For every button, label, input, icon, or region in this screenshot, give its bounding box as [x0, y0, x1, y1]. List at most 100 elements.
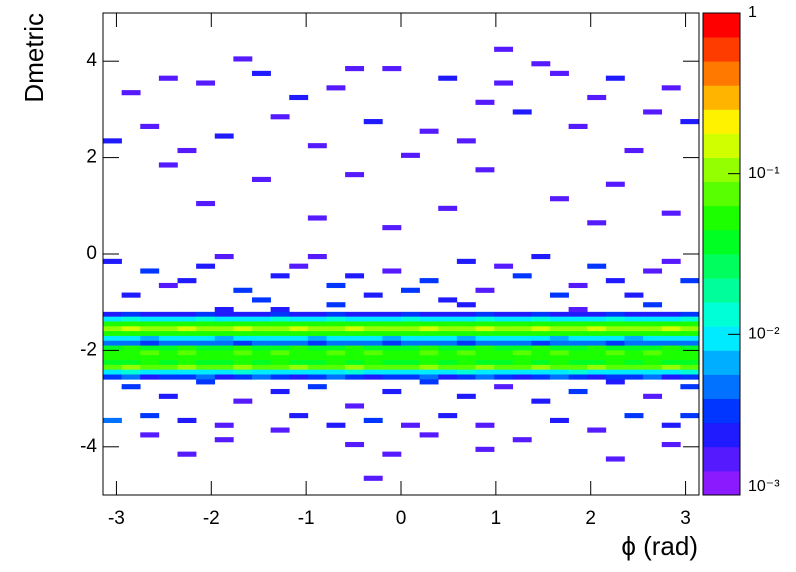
- cell: [103, 355, 122, 361]
- cell: [587, 326, 607, 332]
- cell: [643, 345, 663, 351]
- cell: [363, 350, 383, 356]
- x-tick-label: -3: [108, 508, 125, 529]
- cell: [475, 311, 495, 317]
- cell: [214, 321, 234, 327]
- cell: [401, 364, 420, 370]
- cell: [233, 350, 253, 356]
- cell: [289, 364, 309, 370]
- cell: [382, 374, 402, 380]
- cell: [307, 321, 327, 327]
- cell: [158, 282, 178, 289]
- cell: [550, 326, 569, 332]
- cell: [494, 46, 514, 52]
- cell: [214, 422, 234, 428]
- cell: [456, 364, 476, 370]
- cell: [494, 355, 514, 361]
- cell: [475, 350, 495, 356]
- cell: [438, 364, 458, 370]
- cell: [494, 340, 514, 346]
- color-bar-step: [703, 133, 740, 158]
- x-tick-label: 1: [491, 508, 502, 529]
- cell: [401, 335, 420, 342]
- cell: [643, 355, 663, 361]
- cell: [680, 384, 700, 390]
- color-bar-step: [703, 205, 740, 231]
- cell: [270, 369, 290, 375]
- cell: [121, 350, 141, 356]
- cell: [103, 331, 122, 337]
- cell: [475, 287, 495, 293]
- cell: [252, 321, 271, 327]
- cell: [550, 364, 569, 370]
- cell: [177, 311, 197, 317]
- cell: [363, 119, 383, 125]
- cell: [326, 374, 346, 380]
- cell: [568, 340, 588, 346]
- cell: [624, 335, 644, 342]
- cell: [233, 345, 253, 351]
- cell: [177, 374, 197, 380]
- cell: [158, 321, 178, 327]
- cell: [661, 311, 681, 317]
- cell: [103, 340, 122, 346]
- cell: [158, 331, 178, 337]
- cell: [382, 316, 402, 322]
- cell: [531, 61, 551, 67]
- cell: [289, 326, 309, 332]
- cell: [270, 331, 290, 337]
- cell: [158, 316, 178, 322]
- cell: [103, 369, 122, 375]
- cell: [177, 321, 197, 327]
- cell: [643, 350, 663, 356]
- cell: [307, 340, 327, 346]
- cell: [158, 326, 178, 332]
- cell: [643, 335, 663, 342]
- cell: [177, 278, 197, 284]
- cell: [568, 307, 588, 313]
- cell: [512, 326, 532, 332]
- cell: [363, 316, 383, 322]
- cell: [494, 360, 514, 366]
- cell: [121, 374, 141, 380]
- cell: [363, 345, 383, 351]
- cell: [289, 335, 309, 342]
- cell: [158, 369, 178, 375]
- cell: [214, 374, 234, 380]
- cell: [531, 369, 551, 375]
- cell: [307, 316, 327, 322]
- cell: [326, 326, 346, 332]
- color-bar-step: [703, 350, 740, 375]
- cell: [158, 311, 178, 317]
- cell: [289, 369, 309, 375]
- cell: [401, 369, 420, 375]
- cell: [196, 80, 216, 86]
- cell: [438, 316, 458, 322]
- cell: [158, 374, 178, 380]
- cell: [140, 345, 160, 351]
- cell: [531, 331, 551, 337]
- cell: [382, 225, 402, 231]
- cell: [326, 311, 346, 317]
- cell: [438, 331, 458, 337]
- cell: [456, 311, 476, 317]
- cell: [363, 369, 383, 375]
- cell: [550, 345, 569, 351]
- cell: [214, 311, 234, 317]
- cell: [587, 427, 607, 433]
- cell: [214, 355, 234, 361]
- cell: [475, 446, 495, 452]
- cell: [177, 316, 197, 322]
- cell: [121, 345, 141, 351]
- cell: [289, 374, 309, 380]
- cell: [531, 254, 551, 260]
- cell: [531, 350, 551, 356]
- cell: [121, 369, 141, 375]
- cell: [438, 326, 458, 332]
- cell: [494, 345, 514, 351]
- cell: [233, 355, 253, 361]
- cell: [196, 350, 216, 356]
- cell: [196, 379, 216, 385]
- cell: [270, 345, 290, 351]
- cell: [252, 297, 271, 303]
